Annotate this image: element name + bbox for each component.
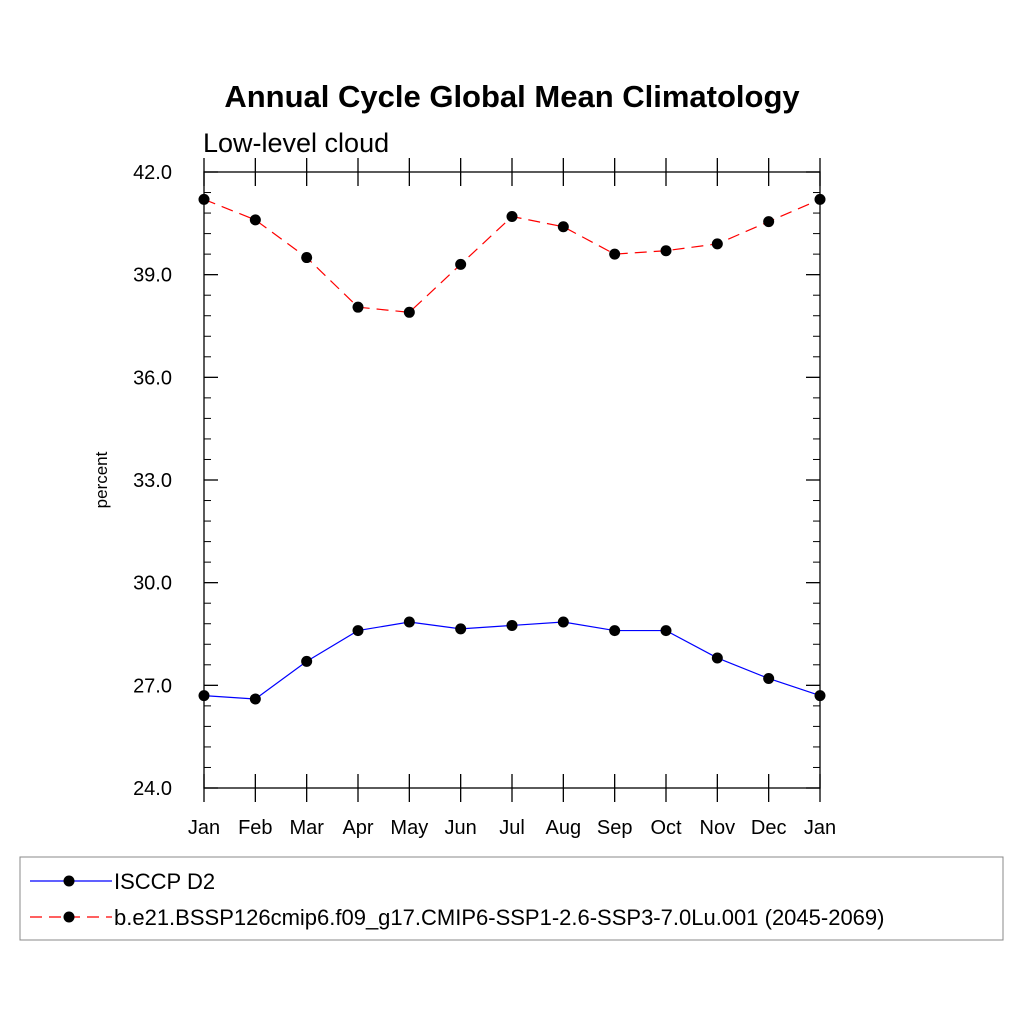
x-tick-label: Dec bbox=[751, 817, 787, 839]
x-tick-label: Jan bbox=[188, 817, 220, 839]
series-2-point bbox=[506, 210, 518, 222]
series-1-point bbox=[352, 625, 364, 637]
series-2-point bbox=[352, 301, 364, 313]
legend-marker-2 bbox=[63, 911, 75, 923]
x-tick-label: Jul bbox=[499, 817, 525, 839]
x-axis: Jan Feb Mar Apr May Jun Jul Aug Sep Oct Nov Dec Jan bbox=[188, 158, 836, 839]
series-2-point bbox=[198, 193, 210, 205]
x-tick-label: Feb bbox=[238, 817, 272, 839]
series-1-point bbox=[814, 690, 826, 702]
series-1-point bbox=[711, 652, 723, 664]
legend-label-2: b.e21.BSSP126cmip6.f09_g17.CMIP6-SSP1-2.… bbox=[114, 905, 884, 930]
series-2-point bbox=[711, 238, 723, 250]
series-1-point bbox=[301, 655, 313, 667]
legend-box bbox=[19, 856, 1004, 941]
y-axis-label: percent bbox=[92, 451, 111, 508]
series-2-point bbox=[609, 248, 621, 260]
series-2-point bbox=[814, 193, 826, 205]
y-axis: 24.0 27.0 30.0 33.0 36.0 39.0 42.0 bbox=[133, 162, 820, 800]
y-tick-label: 42.0 bbox=[133, 162, 172, 184]
x-tick-label: Aug bbox=[546, 817, 582, 839]
series-2-point bbox=[763, 216, 775, 228]
series-line-1 bbox=[203, 621, 821, 700]
series-1-point bbox=[249, 693, 261, 705]
x-tick-label: Jan bbox=[804, 817, 836, 839]
series-2-point bbox=[557, 221, 569, 233]
series-1-point bbox=[609, 625, 621, 637]
x-tick-label: Mar bbox=[289, 817, 324, 839]
series-1-point bbox=[403, 616, 415, 628]
legend: ISCCP D2 b.e21.BSSP126cmip6.f09_g17.CMIP6… bbox=[19, 856, 1004, 941]
x-tick-label: Jun bbox=[445, 817, 477, 839]
series-1-point bbox=[763, 672, 775, 684]
x-tick-label: May bbox=[390, 817, 428, 839]
series-1-point bbox=[506, 619, 518, 631]
x-tick-label: Oct bbox=[650, 817, 682, 839]
chart-subtitle: Low-level cloud bbox=[203, 128, 389, 158]
series-layer bbox=[198, 193, 826, 705]
y-tick-label: 33.0 bbox=[133, 470, 172, 492]
minor-ticks bbox=[204, 192, 820, 768]
legend-marker-1 bbox=[63, 875, 75, 887]
series-2-point bbox=[455, 258, 467, 270]
y-tick-label: 24.0 bbox=[133, 778, 172, 800]
series-1-point bbox=[198, 690, 210, 702]
y-tick-label: 36.0 bbox=[133, 367, 172, 389]
series-1-point bbox=[660, 625, 672, 637]
series-1-point bbox=[455, 623, 467, 635]
x-tick-label: Sep bbox=[597, 817, 633, 839]
x-tick-label: Apr bbox=[342, 817, 373, 839]
series-2-point bbox=[403, 306, 415, 318]
series-2-point bbox=[660, 245, 672, 257]
y-tick-label: 27.0 bbox=[133, 675, 172, 697]
plot-area-frame bbox=[203, 171, 821, 789]
y-tick-label: 30.0 bbox=[133, 573, 172, 595]
chart-title: Annual Cycle Global Mean Climatology bbox=[224, 79, 800, 114]
series-2-point bbox=[249, 214, 261, 226]
x-tick-label: Nov bbox=[700, 817, 736, 839]
series-1-point bbox=[557, 616, 569, 628]
legend-label-1: ISCCP D2 bbox=[114, 869, 215, 894]
series-2-point bbox=[301, 252, 313, 264]
y-tick-label: 39.0 bbox=[133, 265, 172, 287]
